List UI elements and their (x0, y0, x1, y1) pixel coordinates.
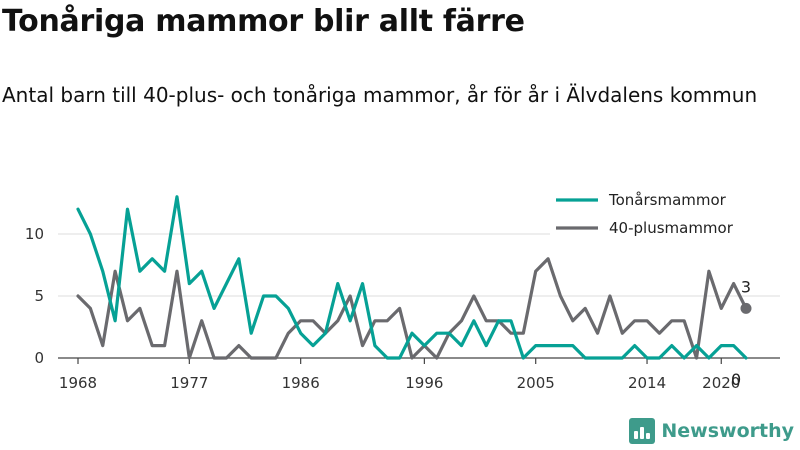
chart-title: Tonåriga mammor blir allt färre (2, 4, 525, 39)
y-tick-label: 0 (34, 349, 44, 367)
x-tick-label: 1996 (405, 374, 443, 392)
end-value-label: 0 (731, 370, 741, 389)
series-lines: 30 (76, 195, 752, 389)
series-line (76, 257, 748, 360)
y-axis-ticks: 0 5 10 (25, 225, 44, 367)
legend-background (550, 183, 782, 241)
series-line (76, 195, 748, 360)
bar-chart-icon (629, 418, 656, 444)
newsworthy-logo: Newsworthy (629, 418, 794, 444)
end-point-marker (740, 302, 752, 314)
x-tick-label: 1977 (170, 374, 208, 392)
y-tick-label: 10 (25, 225, 44, 243)
x-tick-label: 2014 (628, 374, 666, 392)
x-axis: 1968 1977 1986 1996 2005 2014 2020 (58, 357, 780, 392)
end-value-label: 3 (741, 277, 751, 296)
x-tick-label: 2020 (702, 374, 740, 392)
legend: Tonårsmammor 40-plusmammor (550, 183, 782, 241)
x-tick-label: 1968 (59, 374, 97, 392)
x-tick-label: 2005 (517, 374, 555, 392)
x-tick-label: 1986 (282, 374, 320, 392)
y-tick-label: 5 (34, 287, 44, 305)
legend-label: Tonårsmammor (608, 191, 727, 209)
legend-label: 40-plusmammor (609, 219, 734, 237)
chart-subtitle: Antal barn till 40-plus- och tonåriga ma… (2, 83, 758, 107)
brand-name: Newsworthy (661, 420, 794, 442)
